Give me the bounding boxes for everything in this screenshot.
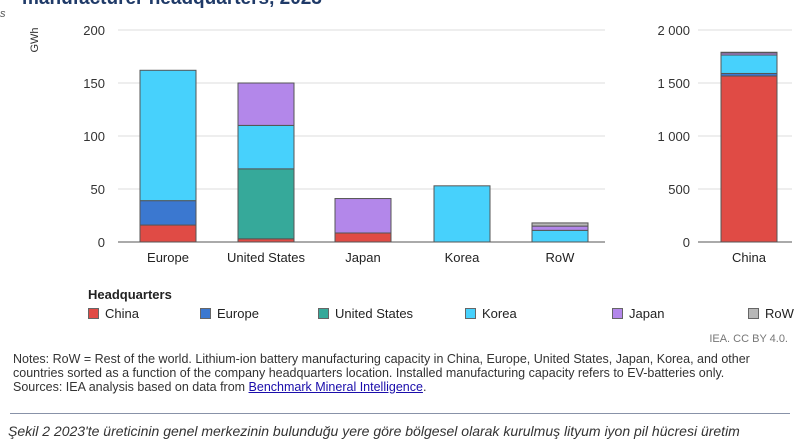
notes: Notes: RoW = Rest of the world. Lithium-…: [13, 352, 790, 394]
bar-segment-korea: [720, 54, 778, 74]
chart-title: manufacturer headquarters, 2023: [22, 0, 322, 10]
legend-label: Europe: [217, 306, 259, 321]
divider: [10, 413, 790, 414]
x-tick-label: RoW: [546, 250, 576, 265]
bar-segment-europe: [139, 200, 197, 226]
sources-link[interactable]: Benchmark Mineral Intelligence: [248, 380, 423, 394]
legend-swatch: [88, 308, 99, 319]
y-tick-label: 50: [91, 182, 105, 197]
bar-segment-japan: [531, 225, 589, 231]
bar-segment-china: [139, 224, 197, 243]
legend-item: China: [88, 306, 139, 321]
y-tick-label: 0: [683, 235, 690, 250]
legend-item: RoW: [748, 306, 794, 321]
bar-segment-korea: [531, 229, 589, 243]
bar-segment-korea: [433, 185, 491, 243]
y-tick-label: 1 500: [657, 76, 690, 91]
legend-item: Europe: [200, 306, 259, 321]
y-axis-label: GWh: [29, 27, 41, 52]
y-tick-label: 500: [668, 182, 690, 197]
credit: IEA. CC BY 4.0.: [709, 333, 788, 345]
legend-label: China: [105, 306, 139, 321]
legend-item: Korea: [465, 306, 517, 321]
sources-suffix: .: [422, 380, 427, 394]
chart: GWh 0 50 100 150 200 Europe United States Japan K…: [29, 23, 792, 265]
bar-segment-row: [720, 51, 778, 54]
legend-swatch: [318, 308, 329, 319]
bar-segment-korea: [139, 69, 197, 202]
bar-segment-row: [531, 222, 589, 227]
legend-swatch: [748, 308, 759, 319]
x-tick-label: United States: [227, 250, 306, 265]
legend-title: Headquarters: [88, 287, 172, 302]
legend-swatch: [612, 308, 623, 319]
x-tick-label: Japan: [345, 250, 380, 265]
legend-item: United States: [318, 306, 413, 321]
side-text: s: [0, 8, 6, 20]
y-tick-label: 200: [83, 23, 105, 38]
caption: Şekil 2 2023'te üreticinin genel merkezi…: [8, 423, 740, 439]
y-tick-label: 0: [98, 235, 105, 250]
x-tick-label: Korea: [445, 250, 480, 265]
y-tick-label: 2 000: [657, 23, 690, 38]
y-tick-label: 150: [83, 76, 105, 91]
x-tick-label: China: [732, 250, 767, 265]
y-tick-label: 100: [83, 129, 105, 144]
bar-segment-china: [334, 232, 392, 243]
bar-segment-united-states: [237, 168, 295, 240]
bar-segment-japan: [237, 82, 295, 126]
legend-label: Japan: [629, 306, 665, 321]
bar-segment-china: [720, 75, 778, 243]
legend-swatch: [465, 308, 476, 319]
bar-segment-korea: [237, 124, 295, 170]
legend-label: United States: [335, 306, 414, 321]
bar-segment-japan: [334, 198, 392, 234]
y-tick-label: 1 000: [657, 129, 690, 144]
legend-item: Japan: [612, 306, 664, 321]
legend-swatch: [200, 308, 211, 319]
x-tick-label: Europe: [147, 250, 189, 265]
sources-prefix: Sources: IEA analysis based on data from: [13, 380, 249, 394]
notes-text: Notes: RoW = Rest of the world. Lithium-…: [13, 352, 750, 380]
sources: Sources: IEA analysis based on data from…: [13, 380, 790, 394]
legend-label: RoW: [765, 306, 794, 321]
legend-label: Korea: [482, 306, 517, 321]
